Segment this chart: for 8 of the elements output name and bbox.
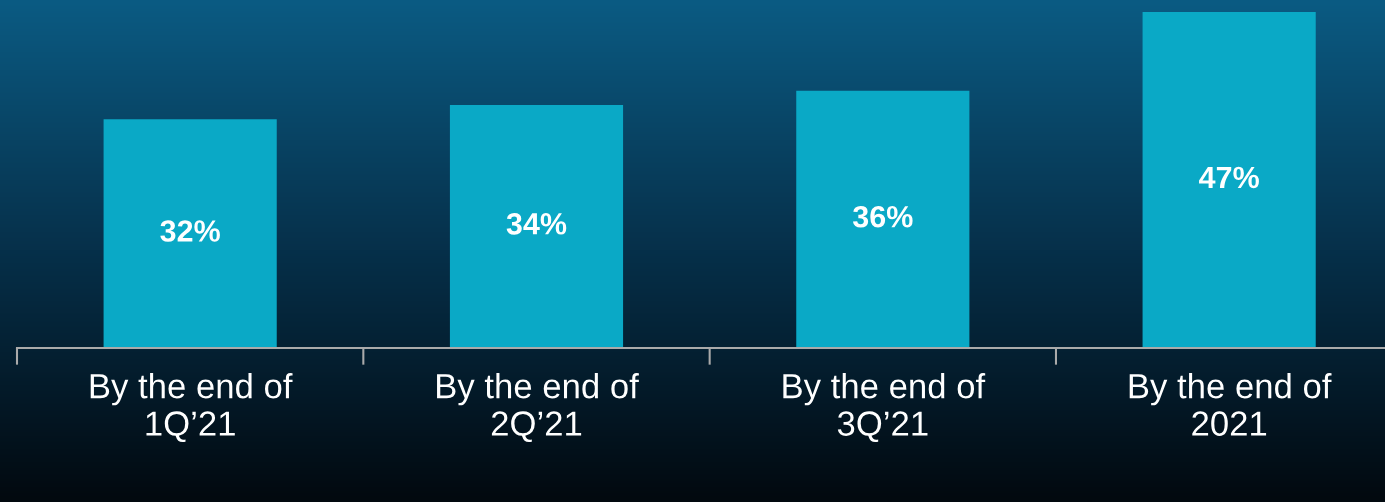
data-label: 47%: [1199, 166, 1259, 189]
data-label: 34%: [506, 213, 567, 235]
x-tick-label: By the end of 3Q’21: [783, 373, 986, 443]
x-tick-label: By the end of 1Q’21: [90, 373, 293, 443]
x-tick-label: By the end of 2021: [1129, 373, 1332, 436]
data-label: 36%: [852, 205, 913, 228]
x-tick-label: By the end of 2Q’21: [437, 373, 639, 443]
data-label: 32%: [160, 220, 220, 242]
